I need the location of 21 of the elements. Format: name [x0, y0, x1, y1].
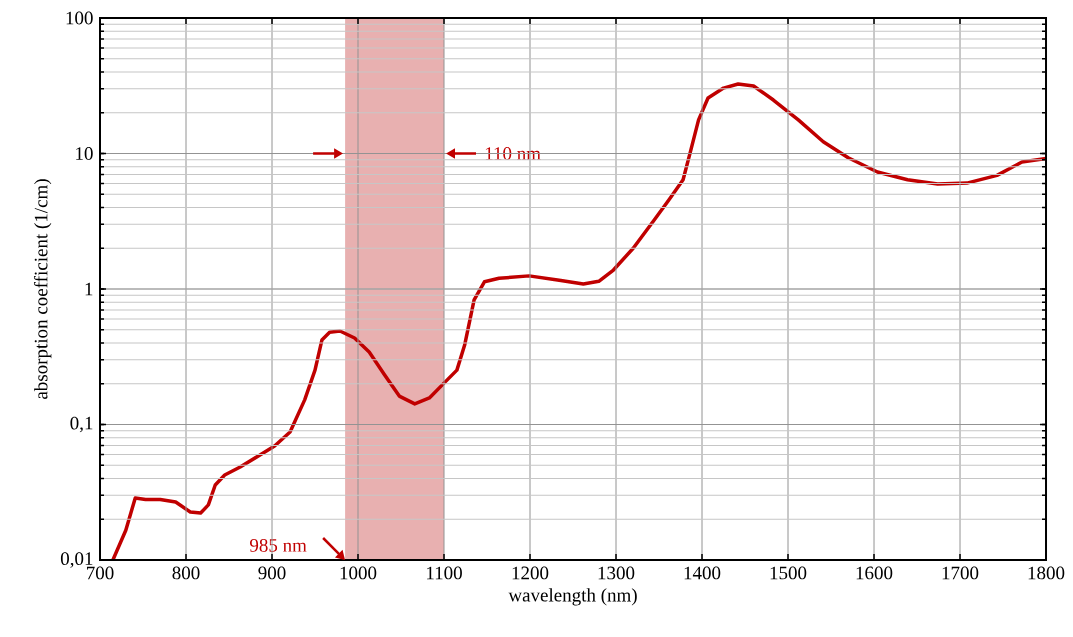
x-tick-label: 1400: [684, 566, 721, 580]
y-tick-label: 1: [85, 282, 93, 296]
y-tick-label: 0,1: [70, 416, 93, 433]
x-tick-label: 1600: [856, 566, 893, 580]
x-tick-label: 1300: [598, 566, 635, 580]
y-tick-label: 0,01: [60, 552, 93, 568]
annotation: 985 nm: [249, 538, 307, 552]
x-tick-label: 700: [87, 566, 114, 580]
x-tick-label: 1500: [770, 566, 807, 580]
x-tick-label: 1700: [942, 566, 979, 580]
y-axis-title: absorption coefficient (1/cm): [33, 179, 52, 399]
y-tick-label: 10: [76, 147, 93, 160]
x-tick-label: 1000: [340, 566, 377, 580]
y-tick-label: 100: [66, 11, 93, 25]
x-axis-title: wavelength (nm): [508, 588, 637, 606]
x-tick-label: 1800: [1028, 566, 1065, 580]
x-tick-label: 1100: [427, 566, 462, 580]
x-tick-label: 800: [172, 566, 200, 580]
x-tick-label: 1200: [512, 566, 549, 580]
line-series: [111, 82, 1047, 560]
x-tick-label: 900: [258, 566, 286, 580]
